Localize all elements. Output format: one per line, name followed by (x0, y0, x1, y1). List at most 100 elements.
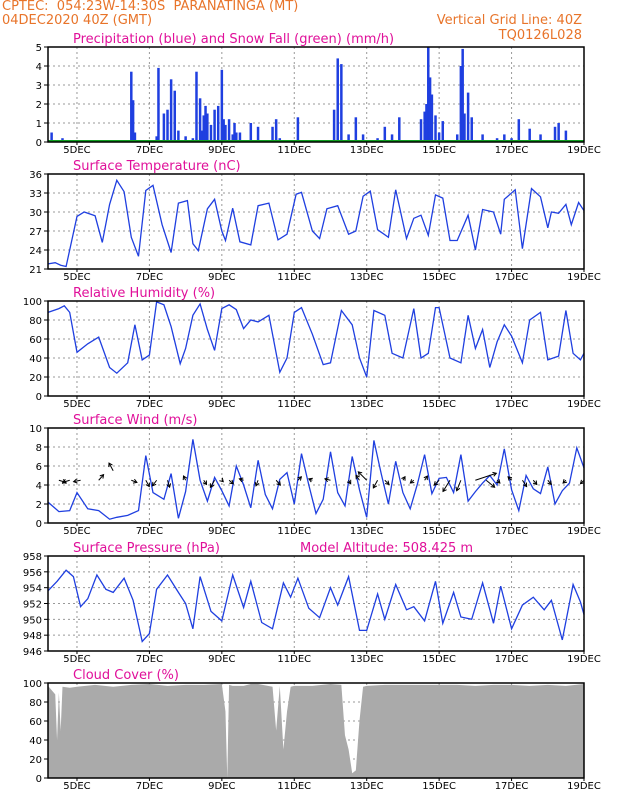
temp-ytick-label: 33 (29, 189, 42, 200)
temp-line (47, 178, 585, 268)
pres-xtick-label: 9DEC (208, 654, 235, 665)
precip-bar (441, 121, 445, 142)
cloud-panel: 5DEC 7DEC 9DEC 11DEC 13DEC 15DEC 17DEC 19DEC 0 20… (23, 668, 601, 792)
pres-frame (47, 555, 585, 652)
wind-arrowhead (72, 478, 78, 484)
wind-arrowhead (323, 477, 329, 483)
pres-ytick-label: 950 (23, 615, 42, 626)
wind-arrowhead (297, 476, 303, 481)
temp-xtick-label: 17DEC (495, 272, 529, 283)
rh-ytick-label: 20 (29, 373, 42, 384)
wind-arrowhead (490, 483, 496, 488)
precip-bar (557, 123, 560, 142)
wind-arrowhead (492, 471, 498, 477)
rh-xtick-label: 11DEC (277, 399, 311, 410)
wind-vector (357, 471, 368, 481)
wind-panel: 5DEC 7DEC 9DEC 11DEC 13DEC 15DEC 17DEC 19DEC 0 2 4… (29, 413, 601, 537)
precip-bar (220, 69, 224, 142)
wind-arrowhead (547, 480, 552, 486)
wind-vector (475, 472, 497, 481)
pres-xtick-label: 7DEC (136, 654, 163, 665)
wind-vector (433, 479, 440, 486)
rh-ytick-label: 80 (29, 316, 42, 327)
wind-arrowhead (579, 479, 585, 485)
pres-ytick-label: 946 (23, 647, 42, 658)
precip-bar (202, 115, 205, 142)
wind-xtick-label: 11DEC (277, 526, 311, 537)
rh-ytick-label: 60 (29, 335, 42, 346)
rh-xtick-label: 19DEC (567, 399, 601, 410)
precip-bar (459, 66, 463, 142)
precip-bar (204, 105, 207, 142)
pres-xtick-label: 17DEC (495, 654, 529, 665)
precip-bar (336, 58, 339, 142)
wind-vector (255, 480, 259, 487)
cloud-frame (47, 682, 585, 779)
wind-arrowhead (307, 477, 313, 483)
pres-annotation: Model Altitude: 508.425 m (300, 541, 473, 556)
wind-xtick-label: 9DEC (208, 526, 235, 537)
wind-arrowhead (355, 474, 360, 480)
wind-vector (442, 479, 451, 492)
precip-xtick-label: 15DEC (422, 145, 456, 156)
pres-ytick-label: 948 (23, 631, 42, 642)
wind-ytick-label: 2 (36, 500, 42, 511)
temp-frame (47, 173, 585, 270)
wind-ytick-label: 0 (36, 519, 42, 530)
precip-bar (222, 119, 225, 142)
wind-arrowhead (202, 480, 208, 486)
precip-bar (455, 134, 459, 142)
precip-bar (227, 119, 231, 142)
precip-bar (390, 134, 394, 142)
wind-ytick-label: 4 (36, 481, 42, 492)
wind-vector (384, 479, 390, 485)
wind-arrowhead (507, 476, 513, 481)
cloud-xtick-label: 11DEC (277, 781, 311, 792)
wind-arrowhead (385, 480, 390, 486)
cloud-area (48, 683, 584, 778)
temp-ytick-label: 24 (29, 246, 42, 257)
cloud-xtick-label: 13DEC (350, 781, 384, 792)
cloud-xtick-label: 19DEC (567, 781, 601, 792)
precip-bar (249, 123, 253, 142)
wind-vector (456, 480, 462, 491)
wind-ytick-label: 10 (29, 424, 42, 435)
precip-bar (216, 105, 220, 142)
cloud-xtick-label: 17DEC (495, 781, 529, 792)
precip-bar (332, 109, 336, 142)
wind-xtick-label: 17DEC (495, 526, 529, 537)
rh-xtick-label: 5DEC (63, 399, 90, 410)
precip-ytick-label: 0 (36, 138, 42, 149)
rh-xtick-label: 9DEC (208, 399, 235, 410)
precip-bar (528, 128, 531, 142)
precip-bar (206, 113, 209, 142)
rh-ytick-label: 40 (29, 354, 42, 365)
wind-vector (73, 479, 81, 483)
header-grid-info: Vertical Grid Line: 40Z (436, 13, 582, 28)
precip-title: Precipitation (blue) and Snow Fall (gree… (73, 32, 394, 47)
cloud-ytick-label: 80 (29, 698, 42, 709)
rh-xtick-label: 15DEC (422, 399, 456, 410)
wind-arrowhead (254, 481, 260, 487)
pres-xtick-label: 11DEC (277, 654, 311, 665)
wind-arrowhead (209, 483, 215, 489)
precip-bar (271, 126, 274, 142)
wind-vector (108, 462, 114, 471)
rh-ytick-label: 0 (36, 392, 42, 403)
wind-arrowhead (346, 479, 352, 485)
cloud-ytick-label: 100 (23, 679, 42, 690)
temp-xtick-label: 13DEC (350, 272, 384, 283)
wind-arrowhead (532, 480, 538, 486)
wind-xtick-label: 19DEC (567, 526, 601, 537)
pres-ytick-label: 956 (23, 568, 42, 579)
precip-bar (224, 124, 227, 142)
pres-xtick-label: 5DEC (63, 654, 90, 665)
wind-arrowhead (145, 482, 150, 488)
precip-bar (274, 119, 278, 142)
precip-bar (427, 47, 430, 142)
pres-xtick-label: 15DEC (422, 654, 456, 665)
precip-ytick-label: 3 (36, 81, 42, 92)
wind-arrowhead (108, 462, 113, 468)
wind-arrowhead (166, 483, 172, 489)
precip-ytick-label: 1 (36, 119, 42, 130)
